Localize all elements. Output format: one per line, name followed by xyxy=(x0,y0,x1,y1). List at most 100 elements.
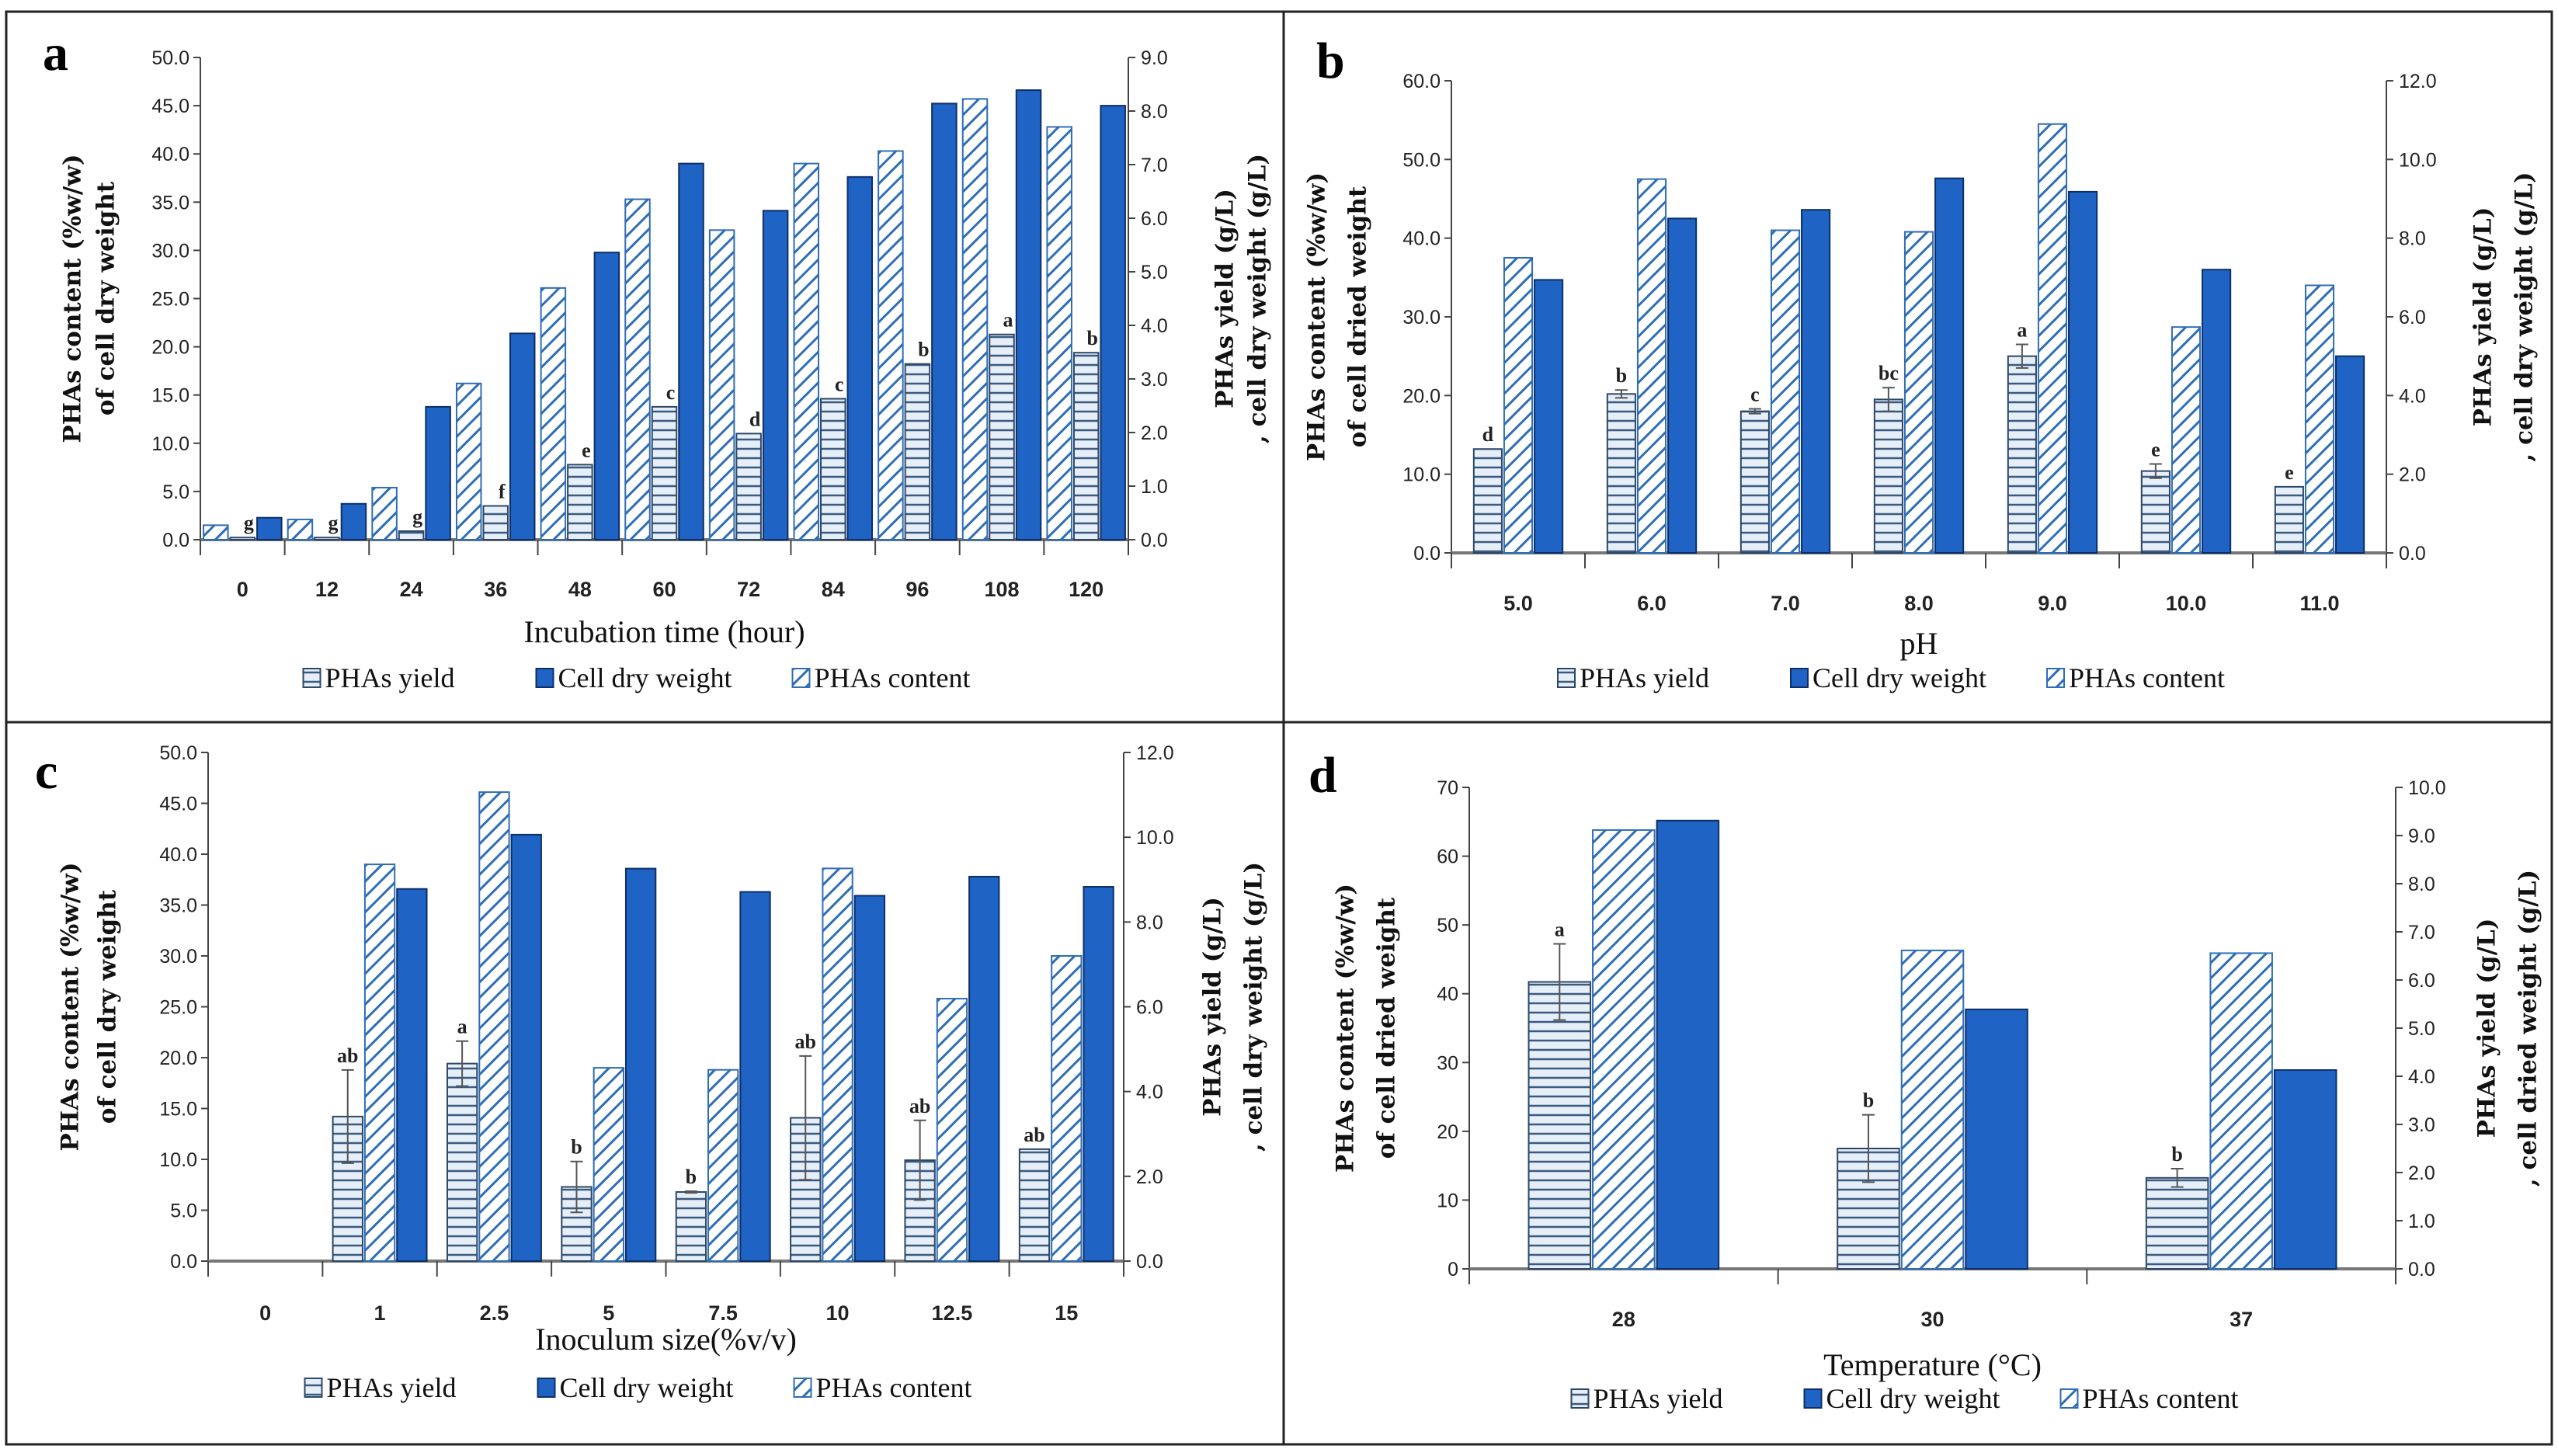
y-tick-label-left: 50.0 xyxy=(151,47,189,69)
bar-content xyxy=(1051,955,1083,1262)
bar-content xyxy=(793,162,820,540)
y-tick-label-left: 25.0 xyxy=(159,997,197,1019)
bar-content xyxy=(2170,326,2202,554)
bar-cdw xyxy=(762,210,789,540)
bar-cdw xyxy=(2202,269,2232,554)
bar-cdw xyxy=(1015,89,1042,540)
bar-yield xyxy=(2145,1176,2209,1270)
bar-cdw xyxy=(1667,217,1698,554)
legend-swatch xyxy=(302,668,321,688)
bar-cdw xyxy=(396,888,428,1262)
y-axis-title-left: of cell dried weight xyxy=(1344,186,1372,447)
significance-letter: b xyxy=(686,1166,697,1188)
legend-swatch xyxy=(2059,1388,2079,1409)
legend-label: PHAs content xyxy=(2083,1383,2239,1414)
significance-letter: a xyxy=(2017,318,2027,341)
bar-cdw xyxy=(624,867,657,1263)
y-axis-title-left: PHAs content (%w/w) xyxy=(1303,172,1331,461)
y-tick-label-right: 8.0 xyxy=(1136,912,1163,933)
x-tick-label: 2.5 xyxy=(480,1301,509,1325)
x-tick-label: 12.5 xyxy=(932,1301,973,1325)
bar-content xyxy=(2209,952,2273,1270)
bar-yield xyxy=(904,363,931,540)
y-axis-title-right: , cell dried weight (g/L) xyxy=(2515,870,2542,1187)
significance-letter: b xyxy=(571,1136,582,1159)
y-tick-label-left: 10.0 xyxy=(151,433,189,455)
y-tick-label-right: 9.0 xyxy=(1141,47,1168,69)
panel-label: c xyxy=(35,743,57,800)
bar-content xyxy=(478,791,510,1262)
y-tick-label-right: 6.0 xyxy=(2399,307,2426,328)
bar-yield xyxy=(229,537,256,540)
x-tick-label: 60 xyxy=(652,578,676,601)
y-tick-label-right: 0.0 xyxy=(2399,543,2426,565)
significance-letter: d xyxy=(749,408,761,430)
bar-content xyxy=(961,98,989,540)
bar-yield xyxy=(2007,355,2037,554)
y-tick-label-left: 60 xyxy=(1437,846,1458,868)
y-tick-label-left: 40.0 xyxy=(151,144,189,165)
y-tick-label-right: 12.0 xyxy=(1136,742,1174,764)
y-tick-label-right: 8.0 xyxy=(1141,101,1168,123)
bar-yield xyxy=(2274,485,2304,554)
x-tick-label: 72 xyxy=(737,578,760,601)
y-tick-label-right: 7.0 xyxy=(2408,922,2435,943)
bar-content xyxy=(708,229,735,540)
y-tick-label-right: 3.0 xyxy=(1141,369,1168,391)
bar-yield xyxy=(1528,981,1592,1270)
bar-content xyxy=(1900,949,1965,1270)
significance-letter: b xyxy=(1086,327,1097,349)
legend-label: PHAs content xyxy=(816,1372,972,1403)
significance-letter: ab xyxy=(795,1030,816,1053)
legend-swatch xyxy=(537,1378,556,1398)
bar-content xyxy=(1770,229,1801,554)
x-axis-title: Temperature (°C) xyxy=(1823,1347,2042,1382)
x-tick-label: 10.0 xyxy=(2166,592,2207,615)
bar-cdw xyxy=(931,103,958,540)
significance-letter: g xyxy=(244,512,254,534)
y-tick-label-left: 30.0 xyxy=(1402,307,1441,328)
significance-letter: bc xyxy=(1879,362,1899,384)
x-tick-label: 48 xyxy=(568,578,592,601)
legend-label: Cell dry weight xyxy=(560,1372,734,1403)
y-tick-label-left: 5.0 xyxy=(170,1201,197,1222)
bar-cdw xyxy=(425,405,451,540)
panel-label: a xyxy=(43,25,68,82)
bar-content xyxy=(936,998,968,1262)
x-axis-title: pH xyxy=(1900,626,1938,661)
significance-letter: g xyxy=(412,506,422,528)
y-tick-label-left: 20.0 xyxy=(151,337,189,359)
significance-letter: b xyxy=(1863,1089,1874,1112)
y-tick-label-right: 5.0 xyxy=(2408,1018,2435,1040)
x-tick-label: 7.0 xyxy=(1771,592,1800,615)
y-tick-label-right: 1.0 xyxy=(1141,476,1168,498)
y-tick-label-right: 2.0 xyxy=(2399,464,2426,486)
y-tick-label-right: 4.0 xyxy=(1136,1082,1163,1103)
y-tick-label-right: 4.0 xyxy=(1141,315,1168,337)
bar-yield xyxy=(446,1062,478,1262)
legend-item-cdw: Cell dry weight xyxy=(537,1372,734,1403)
y-tick-label-right: 12.0 xyxy=(2399,71,2437,92)
y-tick-label-left: 0.0 xyxy=(1413,543,1441,565)
y-tick-label-left: 40.0 xyxy=(1402,228,1441,250)
significance-letter: e xyxy=(582,439,591,461)
bar-yield xyxy=(989,333,1015,540)
y-tick-label-left: 50.0 xyxy=(1402,149,1441,171)
legend-item-cdw: Cell dry weight xyxy=(1790,662,1986,693)
significance-letter: b xyxy=(2171,1143,2182,1166)
legend-swatch xyxy=(791,668,811,688)
x-tick-label: 8.0 xyxy=(1904,592,1934,615)
bar-content xyxy=(1592,829,1656,1270)
significance-letter: ab xyxy=(337,1044,358,1067)
bar-cdw xyxy=(1934,177,1965,554)
bar-cdw xyxy=(2273,1069,2337,1270)
bar-cdw xyxy=(968,875,1000,1262)
bar-content xyxy=(1636,178,1667,554)
y-tick-label-right: 10.0 xyxy=(2399,149,2437,171)
legend-swatch xyxy=(304,1378,323,1398)
x-tick-label: 108 xyxy=(985,578,1020,601)
bar-cdw xyxy=(739,891,771,1262)
chart-panel-d: d 0 10 20 30 40 50 60 70 0.0 1.0 2.0 3.0 4.0 5.0 6.0 7.0… xyxy=(1309,747,2542,1414)
x-tick-label: 11.0 xyxy=(2299,592,2339,615)
